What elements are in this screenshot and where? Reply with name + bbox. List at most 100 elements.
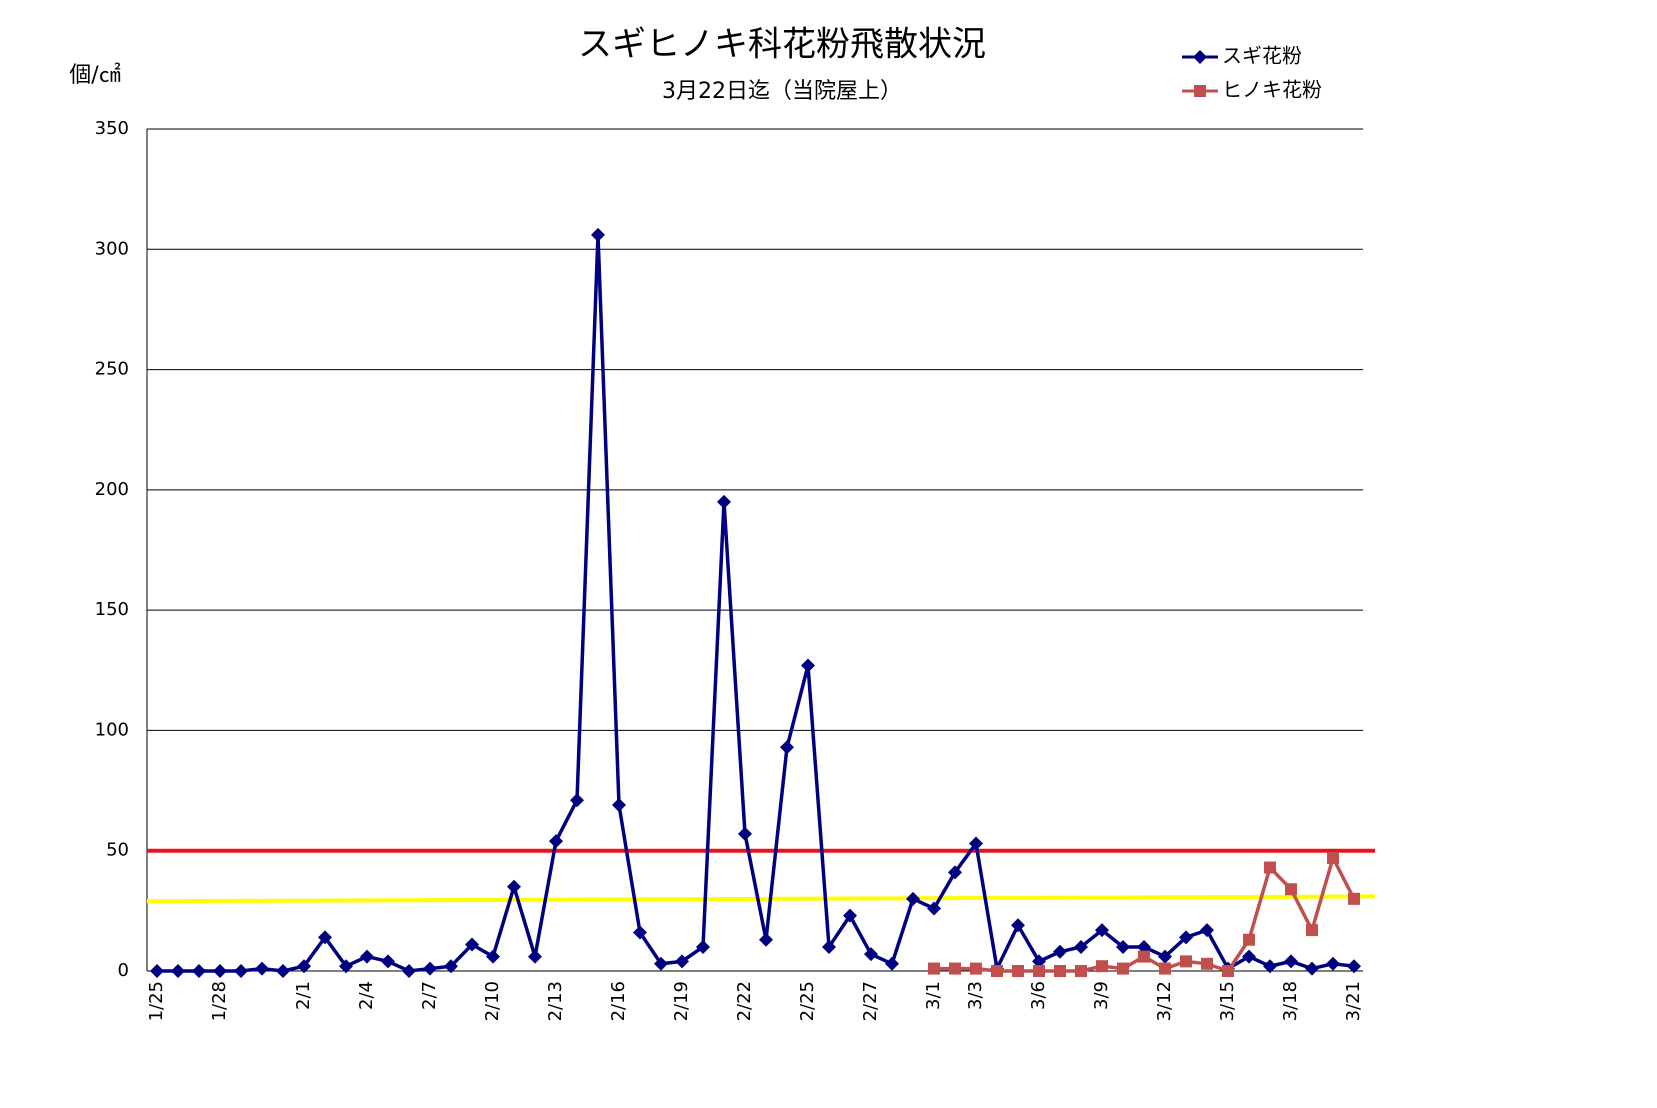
y-tick-label: 100 [95, 719, 129, 740]
data-point [297, 959, 311, 974]
data-point [528, 949, 542, 964]
x-tick-label: 2/25 [797, 981, 818, 1021]
data-point [948, 865, 962, 880]
data-point [1033, 965, 1045, 977]
data-point [759, 932, 773, 947]
x-tick-label: 2/1 [293, 981, 314, 1010]
x-tick-label: 2/7 [419, 981, 440, 1010]
data-point [591, 227, 605, 242]
data-point [885, 956, 899, 971]
legend-marker [1193, 50, 1207, 64]
legend-label: ヒノキ花粉 [1222, 78, 1322, 102]
x-tick-label: 3/6 [1028, 981, 1049, 1010]
data-point [675, 954, 689, 969]
data-point [1264, 861, 1276, 874]
data-point [633, 925, 647, 940]
y-tick-label: 250 [95, 359, 129, 380]
y-tick-label: 200 [95, 479, 129, 500]
data-point [654, 956, 668, 971]
data-point [213, 964, 227, 978]
x-tick-label: 1/25 [146, 981, 167, 1021]
data-point [928, 962, 940, 975]
data-point [423, 961, 437, 976]
data-point [969, 836, 983, 851]
data-point [822, 939, 836, 954]
data-point [1284, 954, 1298, 969]
data-point [234, 964, 248, 978]
legend-marker [1194, 85, 1206, 97]
x-tick-label: 2/16 [608, 981, 629, 1021]
data-point [444, 959, 458, 974]
data-point [1138, 950, 1150, 963]
data-point [991, 965, 1003, 977]
data-point [612, 798, 626, 813]
data-point [738, 826, 752, 841]
data-point [1242, 949, 1256, 964]
x-tick-label: 3/18 [1280, 981, 1301, 1021]
data-point [486, 949, 500, 964]
data-point [1095, 923, 1109, 938]
data-point [1200, 923, 1214, 938]
data-point [1137, 939, 1151, 954]
data-point [507, 879, 521, 894]
data-point [1263, 959, 1277, 974]
x-tick-label: 3/15 [1217, 981, 1238, 1021]
data-point [1348, 892, 1360, 905]
data-point [1012, 965, 1024, 977]
data-point [927, 901, 941, 916]
y-tick-label: 0 [118, 960, 129, 981]
y-tick-label: 300 [95, 238, 129, 259]
data-point [801, 658, 815, 673]
data-point [402, 964, 416, 978]
data-point [360, 949, 374, 964]
data-point [696, 939, 710, 954]
data-point [1285, 883, 1297, 896]
data-point [192, 964, 206, 978]
data-point [1054, 965, 1066, 977]
chart-title: スギヒノキ科花粉飛散状況 [578, 25, 986, 65]
data-point [1011, 918, 1025, 933]
x-tick-label: 2/13 [545, 981, 566, 1021]
data-point [1053, 944, 1067, 959]
data-point [906, 891, 920, 906]
y-tick-label: 350 [95, 118, 129, 139]
data-point [780, 740, 794, 755]
data-point [570, 793, 584, 808]
y-tick-label: 50 [106, 840, 129, 861]
data-point [1347, 959, 1361, 974]
data-point [1305, 961, 1319, 976]
data-point [549, 834, 563, 849]
data-point [150, 964, 164, 978]
data-point [1243, 933, 1255, 946]
x-tick-label: 1/28 [209, 981, 230, 1021]
data-point [171, 964, 185, 978]
x-tick-label: 3/12 [1154, 981, 1175, 1021]
data-point [717, 494, 731, 509]
x-tick-label: 3/1 [923, 981, 944, 1010]
data-point [339, 959, 353, 974]
data-point [1180, 955, 1192, 968]
x-tick-label: 3/21 [1343, 981, 1364, 1021]
x-tick-label: 2/4 [356, 981, 377, 1010]
reference-line [146, 894, 1376, 904]
data-point [465, 937, 479, 952]
data-point [1179, 930, 1193, 945]
x-tick-label: 2/27 [860, 981, 881, 1021]
x-tick-label: 3/3 [965, 981, 986, 1010]
data-point [970, 962, 982, 975]
x-tick-label: 2/19 [671, 981, 692, 1021]
data-point [1306, 924, 1318, 937]
data-point [381, 954, 395, 969]
data-point [1159, 962, 1171, 975]
data-point [276, 964, 290, 978]
data-point [1074, 939, 1088, 954]
data-point [1117, 962, 1129, 975]
chart-subtitle: 3月22日迄（当院屋上） [662, 79, 902, 104]
series-line [157, 234, 1355, 975]
data-point [1075, 965, 1087, 977]
legend-label: スギ花粉 [1222, 44, 1302, 68]
data-point [318, 930, 332, 945]
y-axis-label: 個/㎠ [69, 62, 120, 88]
data-point [1096, 960, 1108, 973]
